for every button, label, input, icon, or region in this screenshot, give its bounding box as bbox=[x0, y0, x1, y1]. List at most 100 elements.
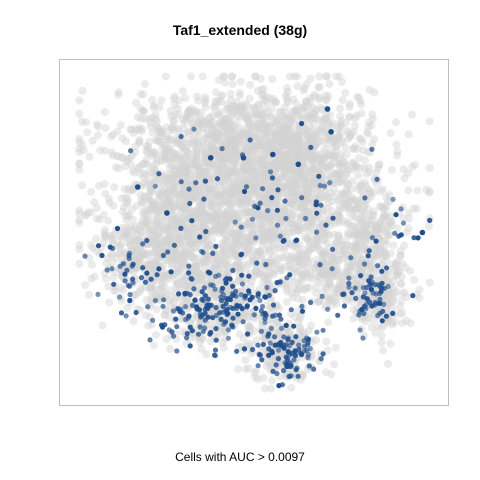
cell-point bbox=[398, 319, 407, 328]
high-auc-cell-point bbox=[170, 333, 177, 339]
cell-point bbox=[260, 151, 269, 160]
cell-point bbox=[217, 162, 226, 171]
cell-point bbox=[243, 102, 252, 111]
high-auc-cell-point bbox=[189, 276, 195, 282]
high-auc-cell-point bbox=[260, 341, 266, 347]
cell-point bbox=[211, 102, 219, 111]
high-auc-cell-point bbox=[360, 335, 366, 341]
cell-point bbox=[144, 144, 153, 153]
cell-point bbox=[252, 146, 261, 155]
cell-point bbox=[148, 113, 157, 122]
cell-point bbox=[244, 115, 253, 124]
cell-point bbox=[135, 137, 144, 146]
cell-point bbox=[144, 191, 153, 200]
cell-point bbox=[135, 163, 144, 172]
cell-point bbox=[211, 149, 220, 158]
high-auc-cell-point bbox=[311, 366, 317, 372]
cell-point bbox=[262, 92, 271, 101]
cell-point bbox=[232, 145, 241, 154]
cell-point bbox=[246, 110, 255, 119]
cell-point bbox=[223, 159, 232, 168]
high-auc-cell-point bbox=[276, 341, 283, 347]
cell-point bbox=[233, 118, 242, 127]
cell-point bbox=[325, 273, 334, 282]
cell-point bbox=[255, 102, 264, 110]
cell-point bbox=[280, 153, 289, 161]
high-auc-cell-point bbox=[208, 329, 214, 336]
cell-point bbox=[232, 235, 241, 244]
cell-point bbox=[114, 90, 123, 99]
high-auc-cell-point bbox=[198, 313, 204, 319]
cell-point bbox=[153, 241, 161, 250]
cell-point bbox=[184, 106, 193, 115]
cell-point bbox=[169, 126, 178, 135]
cell-point bbox=[161, 143, 170, 151]
cell-point bbox=[290, 137, 298, 146]
high-auc-cell-point bbox=[140, 241, 146, 247]
cell-point bbox=[356, 97, 365, 105]
high-auc-cell-point bbox=[170, 308, 176, 314]
cell-point bbox=[228, 111, 237, 119]
cell-point bbox=[108, 151, 117, 160]
cell-point bbox=[177, 141, 185, 150]
cell-point bbox=[191, 169, 200, 178]
cell-point bbox=[271, 118, 280, 127]
cell-point bbox=[205, 120, 214, 129]
cell-point bbox=[312, 153, 321, 162]
cell-point bbox=[209, 144, 218, 153]
cell-point bbox=[188, 155, 197, 163]
cell-point bbox=[168, 210, 177, 219]
cell-point bbox=[407, 110, 416, 119]
cell-point bbox=[169, 117, 178, 126]
cell-point bbox=[141, 311, 150, 320]
cell-point bbox=[94, 122, 103, 131]
cell-point bbox=[257, 145, 265, 154]
cell-point bbox=[320, 145, 329, 153]
cell-point bbox=[254, 170, 263, 179]
cell-point bbox=[140, 159, 149, 168]
cell-point bbox=[271, 97, 280, 106]
cell-point bbox=[275, 108, 284, 117]
high-auc-cell-point bbox=[323, 222, 329, 228]
cell-point bbox=[312, 189, 321, 197]
cell-point bbox=[205, 135, 214, 144]
high-auc-cell-point bbox=[341, 291, 347, 297]
cell-point bbox=[260, 104, 269, 113]
cell-point bbox=[192, 145, 201, 154]
cell-point bbox=[295, 199, 304, 208]
cell-point bbox=[236, 77, 245, 86]
cell-point bbox=[245, 207, 254, 216]
cell-point bbox=[425, 164, 434, 172]
cell-point bbox=[193, 139, 202, 148]
cell-point bbox=[225, 142, 234, 151]
cell-point bbox=[283, 138, 292, 147]
cell-point bbox=[259, 173, 268, 182]
cell-point bbox=[211, 129, 220, 138]
cell-point bbox=[254, 375, 263, 384]
cell-point bbox=[101, 124, 110, 132]
cell-point bbox=[251, 72, 260, 81]
cell-point bbox=[350, 121, 359, 130]
cell-point bbox=[226, 103, 235, 112]
cell-point bbox=[294, 128, 303, 137]
cell-point bbox=[112, 163, 120, 172]
cell-point bbox=[237, 124, 245, 133]
cell-point bbox=[198, 136, 207, 145]
cell-point bbox=[258, 90, 267, 99]
cell-point bbox=[302, 153, 311, 162]
cell-point bbox=[275, 161, 284, 170]
high-auc-cell-point bbox=[285, 336, 291, 343]
cell-point bbox=[292, 126, 301, 135]
cell-point bbox=[285, 135, 294, 144]
high-auc-cell-point bbox=[123, 313, 129, 319]
cell-point bbox=[335, 162, 344, 170]
cell-point bbox=[332, 143, 340, 151]
cell-point bbox=[259, 109, 268, 118]
cell-point bbox=[298, 174, 307, 183]
cell-point bbox=[293, 82, 302, 91]
cell-point bbox=[310, 110, 318, 119]
cell-point bbox=[260, 170, 269, 179]
cell-point bbox=[131, 148, 140, 157]
cell-point bbox=[238, 129, 247, 138]
cell-point bbox=[288, 107, 297, 116]
